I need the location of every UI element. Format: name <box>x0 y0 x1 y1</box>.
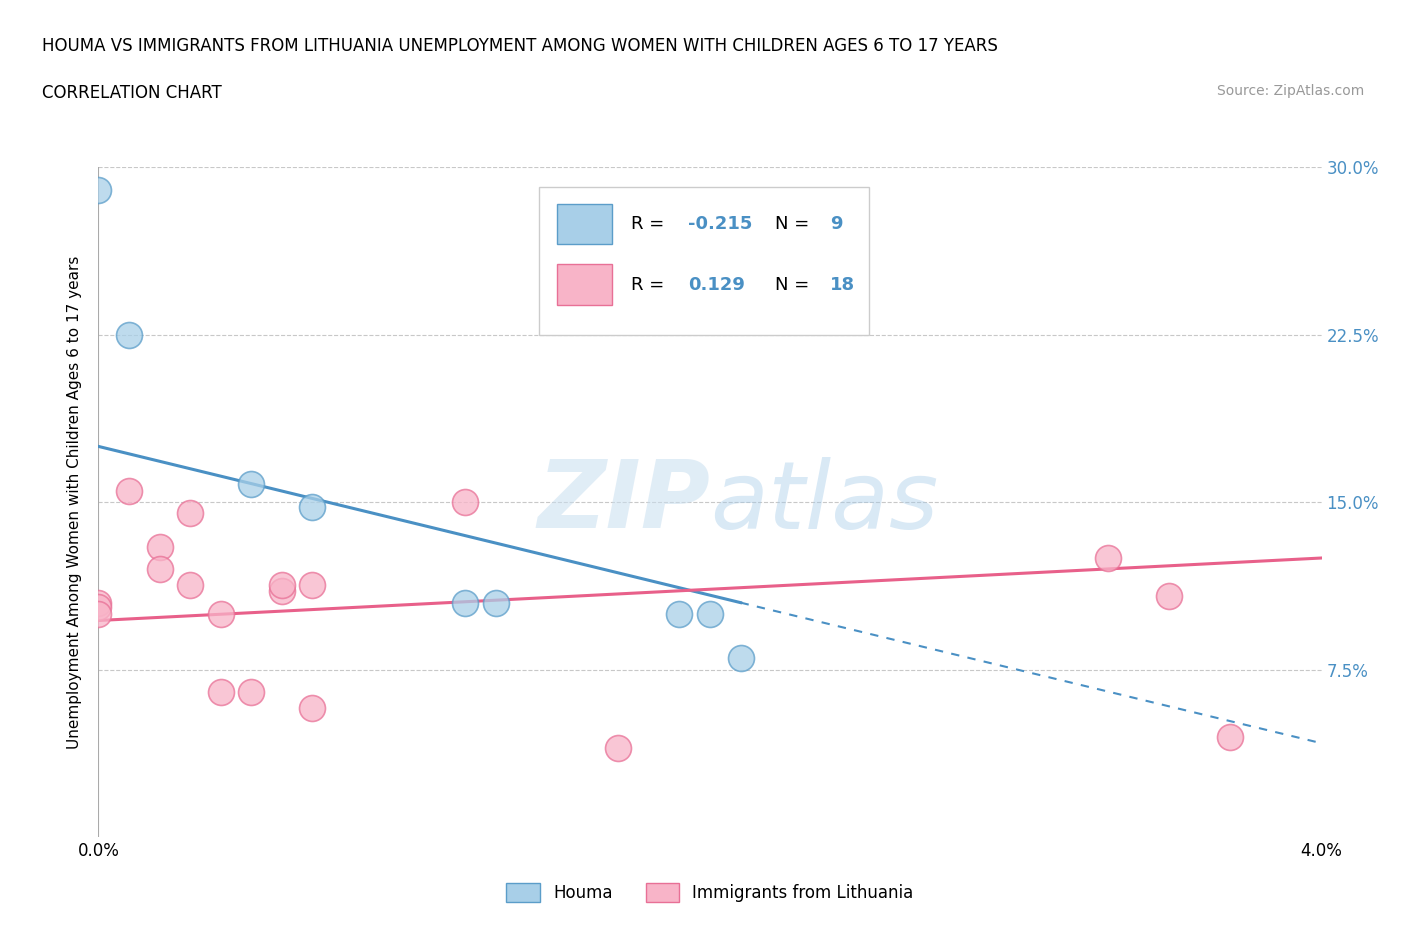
Point <box>454 495 477 510</box>
Point <box>179 506 201 521</box>
Text: 9: 9 <box>830 216 842 233</box>
Point <box>607 740 630 755</box>
Point <box>149 562 172 577</box>
Text: 18: 18 <box>830 275 855 294</box>
Text: 0.129: 0.129 <box>688 275 745 294</box>
Text: R =: R = <box>630 275 669 294</box>
Point <box>87 606 110 621</box>
Text: -0.215: -0.215 <box>688 216 752 233</box>
Point <box>270 578 294 592</box>
Y-axis label: Unemployment Among Women with Children Ages 6 to 17 years: Unemployment Among Women with Children A… <box>67 256 83 749</box>
FancyBboxPatch shape <box>557 205 612 245</box>
Point <box>270 584 294 599</box>
Point <box>149 539 172 554</box>
Point <box>240 477 263 492</box>
Text: atlas: atlas <box>710 457 938 548</box>
Point <box>301 499 323 514</box>
Point <box>699 606 721 621</box>
Point <box>118 327 141 342</box>
Point <box>87 182 110 197</box>
Point <box>301 700 323 715</box>
Point <box>454 595 477 610</box>
Point <box>485 595 508 610</box>
Point <box>240 684 263 699</box>
Legend: Houma, Immigrants from Lithuania: Houma, Immigrants from Lithuania <box>499 876 921 909</box>
Point <box>1157 589 1180 604</box>
Point <box>118 484 141 498</box>
Point <box>1219 729 1241 744</box>
Text: R =: R = <box>630 216 669 233</box>
Point <box>179 578 201 592</box>
Point <box>209 684 232 699</box>
Point <box>668 606 690 621</box>
Text: CORRELATION CHART: CORRELATION CHART <box>42 84 222 101</box>
Text: Source: ZipAtlas.com: Source: ZipAtlas.com <box>1216 84 1364 98</box>
Text: ZIP: ZIP <box>537 457 710 548</box>
Text: N =: N = <box>775 216 815 233</box>
Point <box>1097 551 1119 565</box>
Point <box>87 600 110 615</box>
Text: HOUMA VS IMMIGRANTS FROM LITHUANIA UNEMPLOYMENT AMONG WOMEN WITH CHILDREN AGES 6: HOUMA VS IMMIGRANTS FROM LITHUANIA UNEMP… <box>42 37 998 55</box>
Point <box>301 578 323 592</box>
Point <box>87 595 110 610</box>
FancyBboxPatch shape <box>538 188 869 335</box>
FancyBboxPatch shape <box>557 264 612 305</box>
Text: N =: N = <box>775 275 815 294</box>
Point <box>730 651 752 666</box>
Point <box>209 606 232 621</box>
